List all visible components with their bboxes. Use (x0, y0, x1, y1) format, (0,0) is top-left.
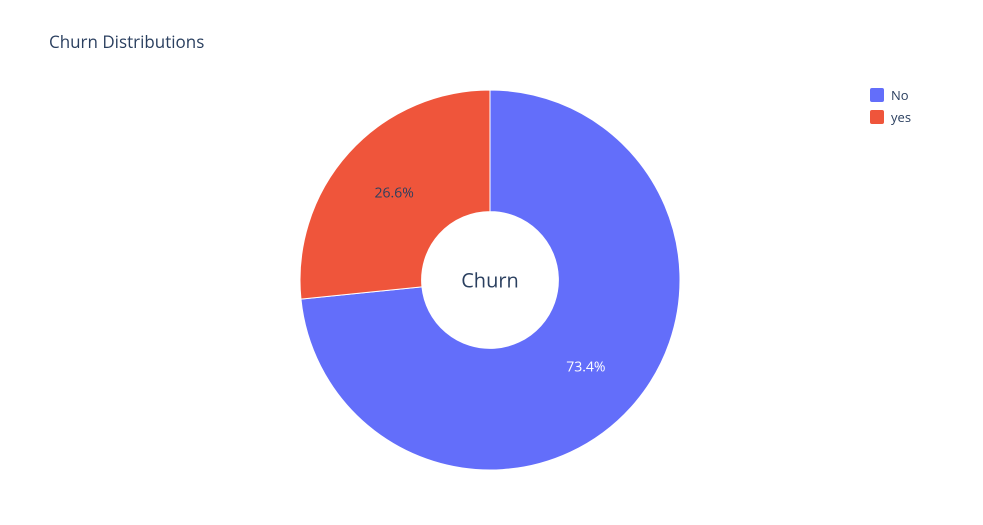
legend-item-no[interactable]: No (870, 86, 911, 104)
donut-center-label: Churn (461, 267, 519, 294)
legend: No yes (870, 86, 911, 130)
legend-swatch-no (870, 88, 884, 102)
legend-label-yes: yes (891, 108, 911, 126)
legend-item-yes[interactable]: yes (870, 108, 911, 126)
chart-container: Churn Distributions Churn 73.4%26.6% No y… (0, 0, 983, 525)
donut-chart: Churn 73.4%26.6% (280, 70, 700, 490)
chart-title: Churn Distributions (49, 30, 204, 53)
legend-label-no: No (891, 86, 909, 104)
legend-swatch-yes (870, 110, 884, 124)
